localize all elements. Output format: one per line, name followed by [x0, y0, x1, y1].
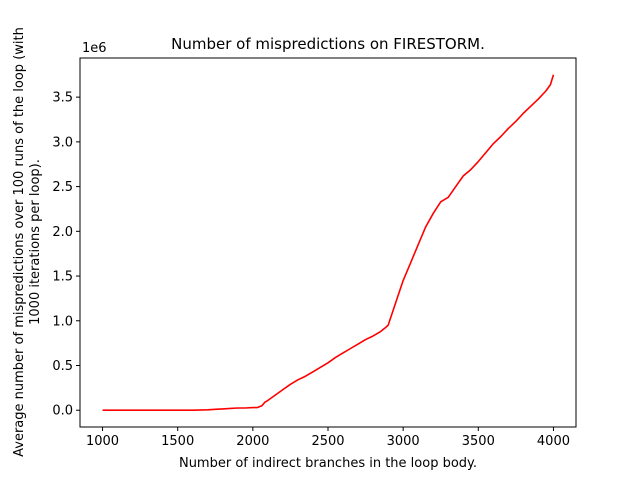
y-tick-label: 0.0 [52, 404, 73, 419]
y-offset-label: 1e6 [82, 41, 107, 56]
series-line [102, 74, 555, 412]
y-tick-label: 3.0 [52, 135, 73, 150]
x-tick-label: 4000 [537, 434, 570, 449]
x-axis: 1000 1500 2000 2500 3000 3500 4000 [86, 427, 570, 449]
y-tick-label: 0.5 [52, 359, 73, 374]
series-group [102, 74, 555, 412]
y-tick-label: 2.5 [52, 180, 73, 195]
y-axis: 0.0 0.5 1.0 1.5 2.0 2.5 3.0 3.5 [52, 91, 80, 419]
y-axis-title-line-2: 1000 iterations per loop). [28, 159, 43, 325]
chart-title: Number of mispredictions on FIRESTORM. [171, 35, 485, 53]
y-axis-title-line-1: Average number of mispredictions over 10… [12, 27, 27, 457]
y-tick-label: 2.0 [52, 225, 73, 240]
x-tick-label: 2000 [236, 434, 269, 449]
y-tick-label: 1.0 [52, 314, 73, 329]
x-axis-title: Number of indirect branches in the loop … [179, 456, 477, 471]
y-tick-label: 3.5 [52, 91, 73, 106]
x-tick-label: 1000 [86, 434, 119, 449]
y-axis-title: Average number of mispredictions over 10… [12, 27, 43, 457]
x-tick-label: 3500 [462, 434, 495, 449]
y-tick-label: 1.5 [52, 270, 73, 285]
x-tick-label: 2500 [311, 434, 344, 449]
x-tick-label: 3000 [387, 434, 420, 449]
x-tick-label: 1500 [161, 434, 194, 449]
plot-area: 1000 1500 2000 2500 3000 3500 4000 0.0 0.5 1.0 1.… [52, 57, 577, 449]
plot-frame [79, 57, 577, 428]
